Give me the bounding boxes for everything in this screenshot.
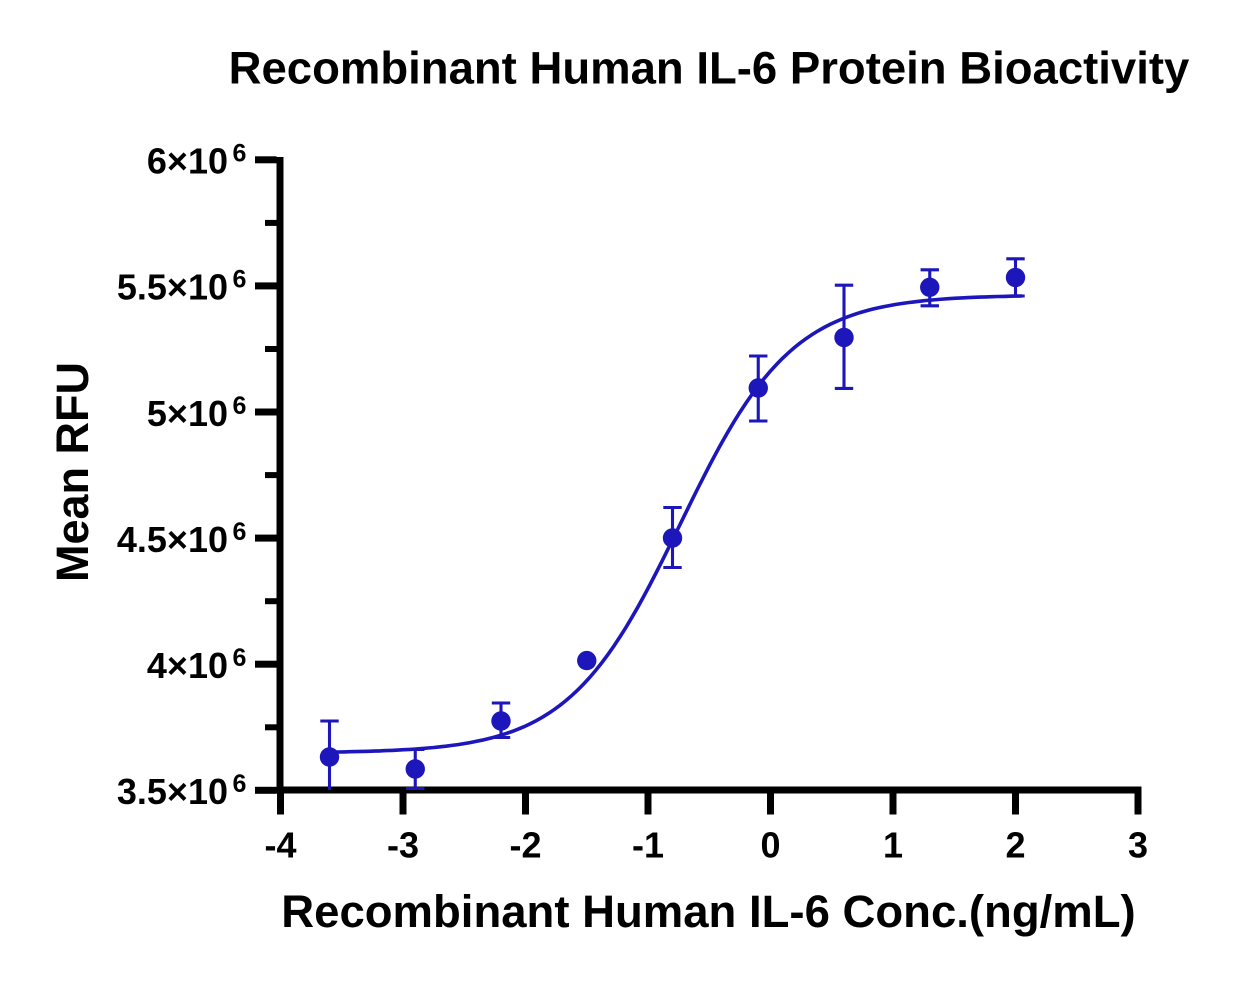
svg-text:6: 6	[233, 140, 247, 168]
svg-text:6×10: 6×10	[147, 141, 228, 182]
svg-text:4×10: 4×10	[147, 645, 228, 686]
svg-text:5×10: 5×10	[147, 393, 228, 434]
svg-text:3: 3	[1128, 825, 1148, 866]
svg-text:-2: -2	[509, 825, 541, 866]
svg-text:6: 6	[233, 518, 247, 546]
svg-text:6: 6	[233, 392, 247, 420]
svg-text:Recombinant Human IL-6 Protein: Recombinant Human IL-6 Protein Bioactivi…	[229, 43, 1190, 94]
svg-text:5.5×10: 5.5×10	[117, 267, 228, 308]
svg-text:Recombinant Human IL-6 Conc.(n: Recombinant Human IL-6 Conc.(ng/mL)	[281, 886, 1135, 937]
svg-text:6: 6	[233, 770, 247, 798]
svg-text:-4: -4	[264, 825, 296, 866]
svg-text:-3: -3	[387, 825, 419, 866]
svg-text:0: 0	[760, 825, 780, 866]
svg-text:3.5×10: 3.5×10	[117, 771, 228, 812]
svg-text:6: 6	[233, 644, 247, 672]
svg-text:4.5×10: 4.5×10	[117, 519, 228, 560]
svg-text:2: 2	[1005, 825, 1025, 866]
svg-text:1: 1	[883, 825, 903, 866]
svg-text:Mean RFU: Mean RFU	[47, 362, 98, 582]
svg-text:-1: -1	[632, 825, 664, 866]
svg-text:6: 6	[233, 266, 247, 294]
